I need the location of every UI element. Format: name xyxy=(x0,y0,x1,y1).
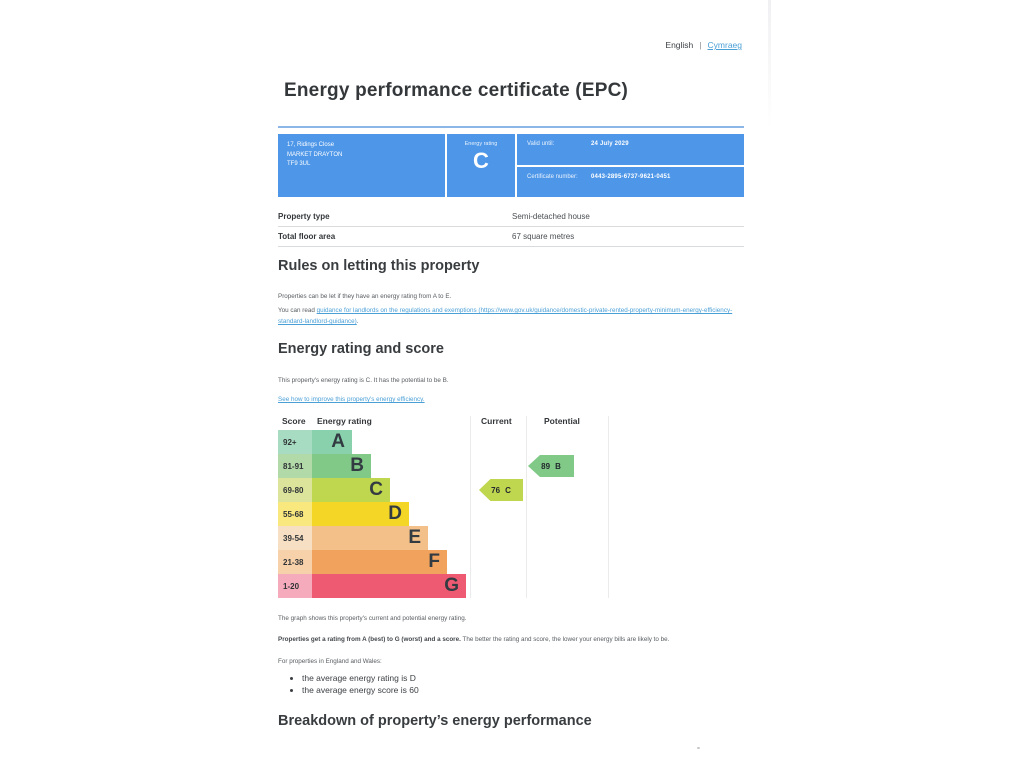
band-bar-b: B xyxy=(312,454,371,478)
current-rating-pointer-score: 76 xyxy=(491,485,501,495)
chart-band-row-g: 1-20 G xyxy=(278,574,608,598)
band-score-range: 1-20 xyxy=(278,574,312,598)
band-bar-f: F xyxy=(312,550,447,574)
energy-rating-label: Energy rating xyxy=(464,141,498,147)
chart-header-energy-rating: Energy rating xyxy=(317,416,372,426)
address-line-3: TF9 3UL xyxy=(287,161,311,168)
band-score-range: 55-68 xyxy=(278,502,312,526)
table-row: Total floor area 67 square metres xyxy=(278,227,744,247)
property-address: 17, Ridings Close MARKET DRAYTON TF9 3UL xyxy=(278,134,445,197)
improve-link-line: See how to improve this property's energ… xyxy=(278,394,744,405)
chart-header-score: Score xyxy=(282,416,306,426)
chart-note-1-text: The graph shows this property's current … xyxy=(278,615,467,622)
chart-band-row-e: 39-54 E xyxy=(278,526,608,550)
band-score-range: 21-38 xyxy=(278,550,312,574)
list-item: the average energy score is 60 xyxy=(302,685,742,697)
table-row: Property type Semi-detached house xyxy=(278,207,744,227)
scan-artifact-streak xyxy=(768,0,771,130)
chart-band-row-f: 21-38 F xyxy=(278,550,608,574)
scan-artifact-dot xyxy=(697,747,700,749)
property-type-value: Semi-detached house xyxy=(512,212,590,221)
certificate-summary-box: 17, Ridings Close MARKET DRAYTON TF9 3UL… xyxy=(278,134,744,197)
chart-note-2: Properties get a rating from A (best) to… xyxy=(278,634,744,645)
chart-column-headers: Score Energy rating Current Potential xyxy=(278,416,608,430)
band-bar-g: G xyxy=(312,574,466,598)
chart-band-row-b: 81-91 B xyxy=(278,454,608,478)
title-divider xyxy=(278,126,744,128)
rules-paragraph-1: Properties can be let if they have an en… xyxy=(278,291,744,302)
rating-section-heading: Energy rating and score xyxy=(278,341,444,357)
energy-rating-value: C xyxy=(473,148,489,173)
chart-header-potential: Potential xyxy=(544,416,580,426)
energy-rating-cell: Energy rating C xyxy=(447,134,515,197)
valid-until-label: Valid until: xyxy=(527,141,555,147)
property-type-label: Property type xyxy=(278,212,330,221)
band-bar-a: A xyxy=(312,430,352,454)
rules-paragraph-2: You can read guidance for landlords on t… xyxy=(278,305,744,327)
potential-rating-pointer-score: 89 xyxy=(541,461,551,471)
certificate-number-row: Certificate number: 0443-2895-6737-9621-… xyxy=(517,166,744,197)
valid-until-row: Valid until: 24 July 2029 xyxy=(517,134,744,165)
certificate-number-value: 0443-2895-6737-9621-0451 xyxy=(591,173,671,180)
language-switcher: English | Cymraeg xyxy=(665,40,742,50)
language-link-cymraeg[interactable]: Cymraeg xyxy=(707,40,742,50)
improve-efficiency-link[interactable]: See how to improve this property's energ… xyxy=(278,396,425,403)
chart-note-3-text: For properties in England and Wales: xyxy=(278,658,382,665)
band-score-range: 81-91 xyxy=(278,454,312,478)
valid-until-value: 24 July 2029 xyxy=(591,141,629,147)
current-rating-pointer-letter: C xyxy=(505,485,511,495)
potential-rating-pointer: 89 B xyxy=(528,455,574,477)
rating-summary-text: This property's energy rating is C. It h… xyxy=(278,375,744,386)
chart-column-divider xyxy=(526,416,527,598)
rules-paragraph-2-suffix: . xyxy=(356,318,359,325)
floor-area-value: 67 square metres xyxy=(512,232,575,241)
list-item: the average energy rating is D xyxy=(302,673,742,685)
rules-paragraph-2-prefix: You can read xyxy=(278,307,317,314)
chart-note-2-bold: Properties get a rating from A (best) to… xyxy=(278,636,461,643)
language-current: English xyxy=(665,40,694,50)
language-separator: | xyxy=(699,40,702,50)
potential-rating-pointer-letter: B xyxy=(555,461,561,471)
property-summary-table: Property type Semi-detached house Total … xyxy=(278,207,744,247)
landlord-guidance-link[interactable]: guidance for landlords on the regulation… xyxy=(278,307,733,325)
band-score-range: 39-54 xyxy=(278,526,312,550)
certificate-details: Valid until: 24 July 2029 Certificate nu… xyxy=(517,134,744,197)
address-line-1: 17, Ridings Close xyxy=(287,142,335,148)
chart-band-row-a: 92+ A xyxy=(278,430,608,454)
chart-note-1: The graph shows this property's current … xyxy=(278,613,744,624)
chart-grid: 92+ A 81-91 B 69-80 C 55-68 D 39-54 E 21-38 F 1-20 G 7… xyxy=(278,430,608,598)
page-title: Energy performance certificate (EPC) xyxy=(284,80,629,101)
chart-note-2-rest: The better the rating and score, the low… xyxy=(460,636,670,643)
floor-area-label: Total floor area xyxy=(278,232,336,241)
averages-list: the average energy rating is D the avera… xyxy=(292,673,742,696)
rules-section-heading: Rules on letting this property xyxy=(278,258,480,274)
chart-band-row-d: 55-68 D xyxy=(278,502,608,526)
band-bar-c: C xyxy=(312,478,390,502)
energy-rating-chart: Score Energy rating Current Potential 92… xyxy=(278,416,609,598)
current-rating-pointer: 76 C xyxy=(479,479,523,501)
breakdown-section-heading: Breakdown of property’s energy performan… xyxy=(278,713,592,729)
chart-column-divider xyxy=(470,416,471,598)
chart-band-row-c: 69-80 C xyxy=(278,478,608,502)
band-score-range: 92+ xyxy=(278,430,312,454)
rating-summary-sentence: This property's energy rating is C. It h… xyxy=(278,377,449,384)
band-score-range: 69-80 xyxy=(278,478,312,502)
chart-header-current: Current xyxy=(481,416,512,426)
band-bar-e: E xyxy=(312,526,428,550)
chart-note-3: For properties in England and Wales: xyxy=(278,656,744,667)
rules-paragraph-1-text: Properties can be let if they have an en… xyxy=(278,293,452,300)
band-bar-d: D xyxy=(312,502,409,526)
chart-column-divider xyxy=(608,416,609,598)
address-line-2: MARKET DRAYTON xyxy=(287,151,343,158)
certificate-number-label: Certificate number: xyxy=(527,173,578,180)
epc-document-page: English | Cymraeg Energy performance certi… xyxy=(278,0,744,768)
